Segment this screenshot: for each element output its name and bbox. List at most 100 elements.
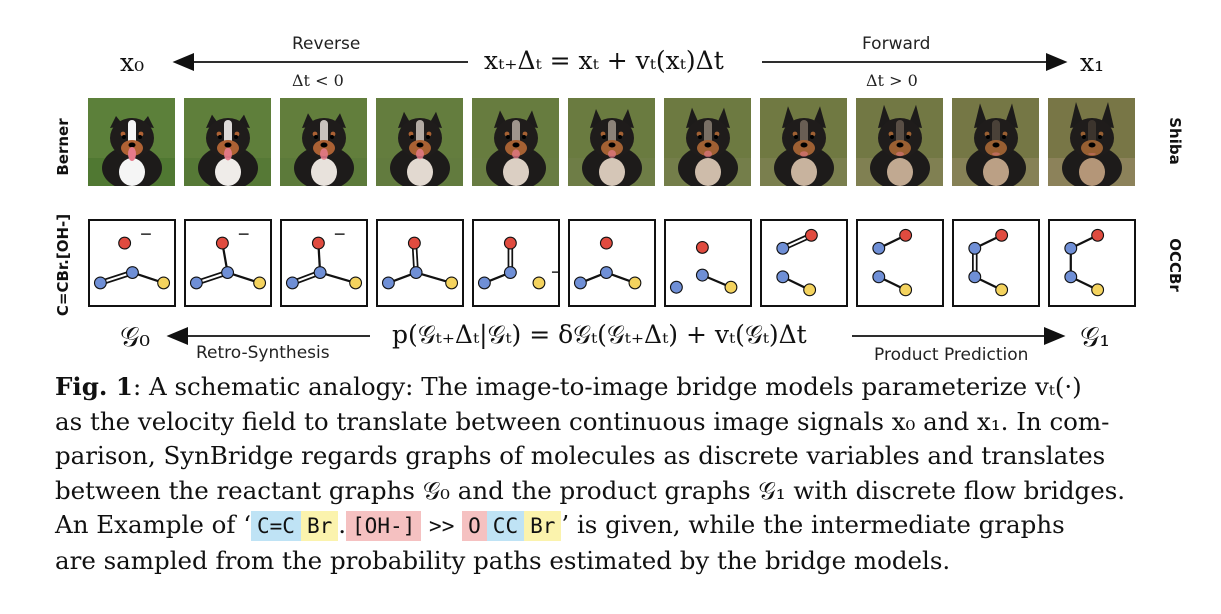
caption-line-6: are sampled from the probability paths e… bbox=[55, 545, 951, 575]
carbon-atom bbox=[872, 241, 886, 255]
bromine-atom bbox=[803, 283, 817, 297]
dog-image-8 bbox=[856, 98, 943, 186]
bromine-atom bbox=[1091, 283, 1105, 297]
figure-caption: Fig. 1: A schematic analogy: The image-t… bbox=[55, 370, 1170, 578]
oxygen-atom bbox=[695, 240, 709, 254]
caption-line-1: : A schematic analogy: The image-to-imag… bbox=[132, 372, 1082, 401]
oxygen-atom bbox=[804, 228, 818, 242]
oxygen-atom bbox=[407, 236, 421, 250]
carbon-atom bbox=[477, 276, 491, 290]
negative-charge: − bbox=[237, 225, 250, 243]
dog-image-1 bbox=[184, 98, 271, 186]
dog-image-6 bbox=[664, 98, 751, 186]
molecule-graph-10 bbox=[1048, 219, 1136, 307]
dog-image-5 bbox=[568, 98, 655, 186]
reactant-smiles-label: C=CBr.[OH-] bbox=[54, 213, 72, 317]
x0-symbol: x₀ bbox=[120, 48, 145, 77]
caption-line-5-prefix: An Example of ‘ bbox=[55, 510, 251, 539]
molecule-graph-7 bbox=[760, 219, 848, 307]
carbon-atom bbox=[381, 276, 395, 290]
token-o: O bbox=[462, 511, 487, 541]
token-cc: CC bbox=[486, 511, 525, 541]
carbon-atom bbox=[93, 276, 107, 290]
berner-label: Berner bbox=[54, 118, 72, 176]
caption-line-4: between the reactant graphs 𝒢₀ and the p… bbox=[55, 475, 1126, 505]
carbon-atom bbox=[669, 280, 683, 294]
oxygen-atom bbox=[311, 236, 325, 250]
token-hydroxide: [OH-] bbox=[346, 511, 422, 541]
bromine-atom bbox=[532, 276, 546, 290]
bromine-atom bbox=[253, 276, 267, 290]
molecule-graph-6 bbox=[664, 219, 752, 307]
dog-image-10 bbox=[1048, 98, 1135, 186]
molecule-graph-5 bbox=[568, 219, 656, 307]
caption-line-2: as the velocity field to translate betwe… bbox=[55, 406, 1110, 436]
caption-line-3: parison, SynBridge regards graphs of mol… bbox=[55, 441, 1106, 470]
token-br-reactant: Br bbox=[300, 511, 339, 541]
figure-label: Fig. 1 bbox=[55, 372, 133, 401]
carbon-atom bbox=[285, 276, 299, 290]
molecule-graph-9 bbox=[952, 219, 1040, 307]
oxygen-atom bbox=[1091, 228, 1105, 242]
dog-image-3 bbox=[376, 98, 463, 186]
token-reaction-arrow: >> bbox=[429, 514, 455, 538]
bromine-atom bbox=[349, 276, 363, 290]
negative-charge: − bbox=[139, 225, 152, 243]
carbon-atom bbox=[125, 266, 139, 279]
molecule-graph-8 bbox=[856, 219, 944, 307]
carbon-atom bbox=[573, 276, 587, 290]
bromine-atom bbox=[995, 283, 1009, 297]
top-equation: xₜ₊Δₜ = xₜ + vₜ(xₜ)Δt bbox=[484, 46, 724, 75]
carbon-atom bbox=[599, 266, 613, 279]
carbon-atom bbox=[503, 266, 517, 279]
oxygen-atom bbox=[599, 236, 613, 250]
bromine-atom bbox=[899, 283, 913, 297]
carbon-atom bbox=[872, 270, 886, 284]
carbon-atom bbox=[409, 266, 423, 279]
negative-charge: − bbox=[550, 263, 558, 281]
carbon-atom bbox=[968, 270, 982, 284]
token-c-eq-c: C=C bbox=[251, 511, 301, 541]
carbon-atom bbox=[776, 270, 790, 284]
bottom-equation: p(𝒢ₜ₊Δₜ|𝒢ₜ) = δ𝒢ₜ(𝒢ₜ₊Δₜ) + vₜ(𝒢ₜ)Δt bbox=[392, 320, 807, 349]
caption-line-5-suffix: ’ is given, while the intermediate graph… bbox=[561, 510, 1065, 539]
oxygen-atom bbox=[995, 228, 1009, 242]
carbon-atom bbox=[695, 268, 709, 282]
shiba-label: Shiba bbox=[1166, 117, 1184, 165]
molecule-graph-4: − bbox=[472, 219, 560, 307]
bromine-atom bbox=[628, 276, 642, 290]
negative-charge: − bbox=[333, 225, 346, 243]
carbon-atom bbox=[968, 241, 982, 255]
carbon-atom bbox=[776, 241, 790, 255]
bromine-atom bbox=[445, 276, 459, 290]
molecule-graph-1: − bbox=[184, 219, 272, 307]
forward-condition: Δt > 0 bbox=[866, 71, 918, 90]
carbon-atom bbox=[313, 266, 327, 279]
bromine-atom bbox=[724, 280, 738, 294]
molecule-graph-0: − bbox=[88, 219, 176, 307]
carbon-atom bbox=[189, 276, 203, 290]
token-dot: . bbox=[338, 510, 347, 539]
oxygen-atom bbox=[215, 236, 229, 250]
molecule-graph-2: − bbox=[280, 219, 368, 307]
g0-symbol: 𝒢₀ bbox=[120, 322, 151, 353]
token-br-product: Br bbox=[524, 511, 562, 541]
carbon-atom bbox=[1064, 270, 1078, 284]
oxygen-atom bbox=[503, 236, 517, 250]
g1-symbol: 𝒢₁ bbox=[1080, 322, 1111, 353]
retro-synthesis-label: Retro-Synthesis bbox=[196, 343, 330, 363]
oxygen-atom bbox=[899, 228, 913, 242]
product-prediction-label: Product Prediction bbox=[874, 345, 1029, 365]
product-smiles-label: OCCBr bbox=[1166, 238, 1184, 292]
oxygen-atom bbox=[118, 236, 132, 250]
molecule-graph-3 bbox=[376, 219, 464, 307]
carbon-atom bbox=[1064, 241, 1078, 255]
bromine-atom bbox=[157, 276, 171, 290]
dog-image-0 bbox=[88, 98, 175, 186]
dog-image-2 bbox=[280, 98, 367, 186]
carbon-atom bbox=[221, 266, 235, 279]
reverse-condition: Δt < 0 bbox=[292, 71, 344, 90]
dog-image-7 bbox=[760, 98, 847, 186]
reverse-label: Reverse bbox=[292, 34, 361, 54]
